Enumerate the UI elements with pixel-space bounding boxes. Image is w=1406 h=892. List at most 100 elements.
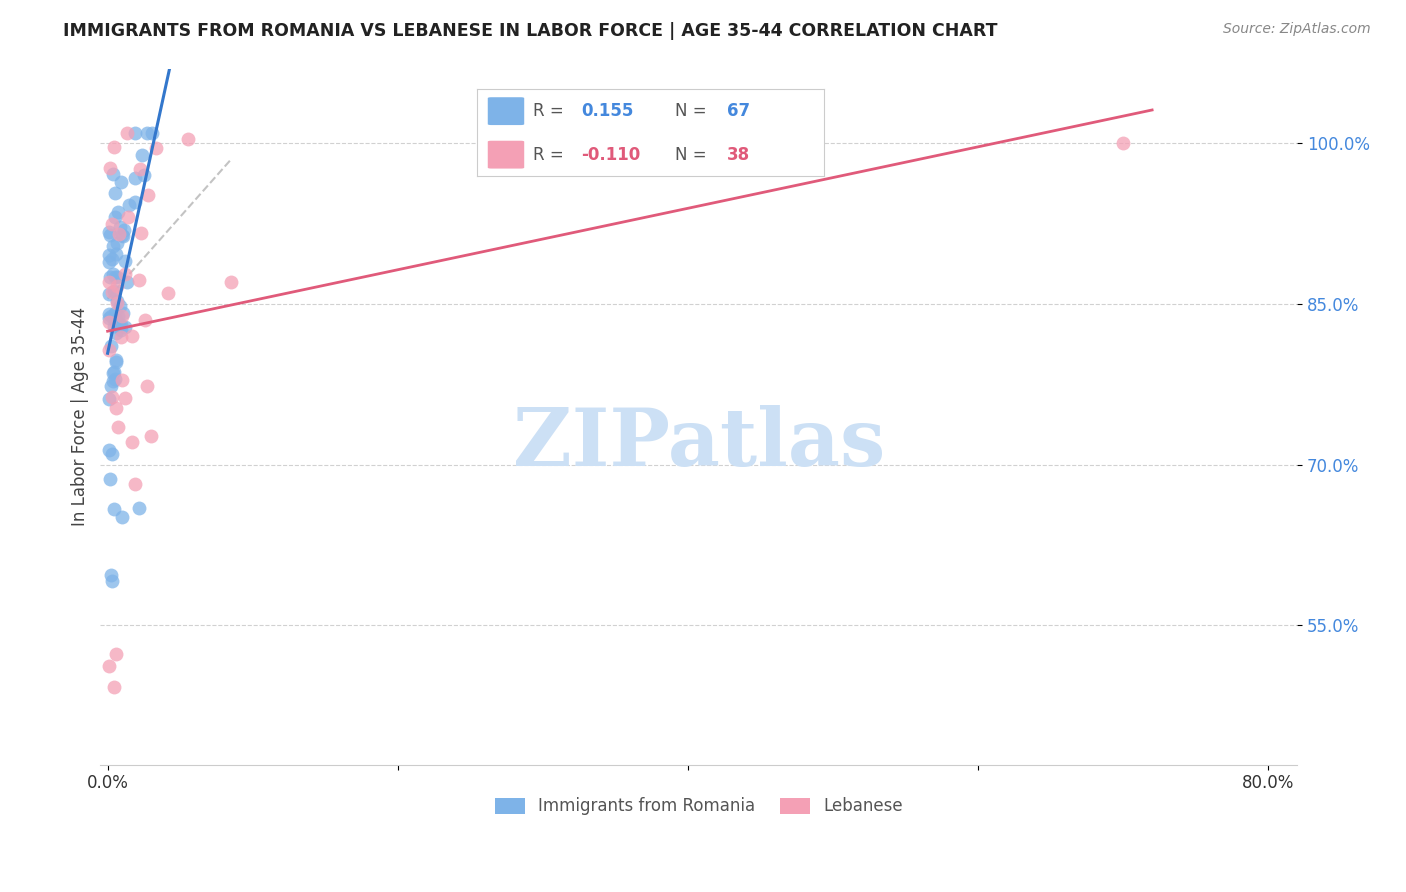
Point [132, 168, 155, 182]
Point [98, 269, 121, 284]
Point [128, 273, 150, 287]
Point [103, 140, 125, 154]
Point [128, 501, 150, 516]
Point [103, 502, 125, 516]
Point [114, 320, 136, 334]
Point [104, 371, 127, 385]
Point [98, 392, 121, 406]
Point [136, 188, 159, 202]
Point [98, 310, 121, 325]
Point [105, 401, 128, 415]
Point [98, 287, 121, 301]
Point [101, 374, 124, 388]
Point [115, 126, 138, 140]
Point [1112, 136, 1135, 151]
Point [129, 227, 152, 241]
Point [101, 167, 124, 181]
Point [98, 315, 121, 329]
Point [104, 210, 127, 224]
Point [105, 247, 128, 261]
Point [111, 509, 134, 524]
Point [118, 198, 141, 212]
Point [100, 161, 122, 176]
Point [100, 218, 122, 232]
Point [105, 313, 128, 327]
Point [111, 227, 134, 242]
Point [112, 223, 135, 237]
Point [103, 310, 125, 325]
Point [105, 647, 128, 661]
Point [107, 227, 129, 241]
Point [103, 319, 125, 334]
Point [219, 275, 242, 289]
Point [98, 343, 121, 358]
Point [114, 253, 136, 268]
Point [139, 429, 162, 443]
Text: IMMIGRANTS FROM ROMANIA VS LEBANESE IN LABOR FORCE | AGE 35-44 CORRELATION CHART: IMMIGRANTS FROM ROMANIA VS LEBANESE IN L… [63, 22, 998, 40]
Point [100, 379, 122, 393]
Point [145, 141, 167, 155]
Point [103, 186, 125, 200]
Point [110, 323, 132, 337]
Point [111, 305, 134, 319]
Point [101, 447, 124, 461]
Point [121, 434, 143, 449]
Point [124, 194, 146, 209]
Point [103, 365, 125, 379]
Point [141, 126, 163, 140]
Point [104, 314, 127, 328]
Point [124, 170, 146, 185]
Point [134, 313, 156, 327]
Point [112, 229, 135, 244]
Point [105, 293, 128, 308]
Point [104, 306, 127, 320]
Point [98, 227, 121, 242]
Point [98, 225, 121, 239]
Point [100, 472, 122, 486]
Point [104, 355, 127, 369]
Point [98, 307, 121, 321]
Point [107, 420, 129, 434]
Point [103, 284, 125, 298]
Point [124, 476, 146, 491]
Point [115, 276, 138, 290]
Point [104, 270, 127, 285]
Point [114, 391, 136, 405]
Point [100, 252, 122, 266]
Text: ZIPatlas: ZIPatlas [513, 405, 884, 483]
Point [135, 379, 157, 393]
Point [100, 310, 122, 324]
Point [117, 210, 139, 224]
Point [121, 329, 143, 343]
Point [101, 267, 124, 281]
Point [101, 285, 124, 299]
Point [100, 339, 122, 353]
Point [111, 373, 134, 387]
Text: Source: ZipAtlas.com: Source: ZipAtlas.com [1223, 22, 1371, 37]
Point [110, 299, 132, 313]
Point [114, 267, 136, 281]
Point [107, 204, 129, 219]
Point [105, 278, 128, 293]
Point [101, 574, 124, 589]
Point [108, 318, 131, 332]
Point [110, 318, 132, 332]
Legend: Immigrants from Romania, Lebanese: Immigrants from Romania, Lebanese [495, 797, 903, 815]
Point [110, 330, 132, 344]
Point [124, 126, 146, 140]
Point [98, 443, 121, 458]
Point [103, 681, 125, 695]
Point [98, 659, 121, 673]
Point [98, 248, 121, 262]
Point [110, 175, 132, 189]
Point [98, 255, 121, 269]
Point [105, 326, 128, 340]
Point [98, 275, 121, 289]
Point [131, 147, 153, 161]
Point [105, 235, 128, 250]
Point [107, 309, 129, 323]
Point [105, 296, 128, 310]
Point [177, 131, 200, 145]
Y-axis label: In Labor Force | Age 35-44: In Labor Force | Age 35-44 [72, 307, 89, 526]
Point [129, 161, 152, 176]
